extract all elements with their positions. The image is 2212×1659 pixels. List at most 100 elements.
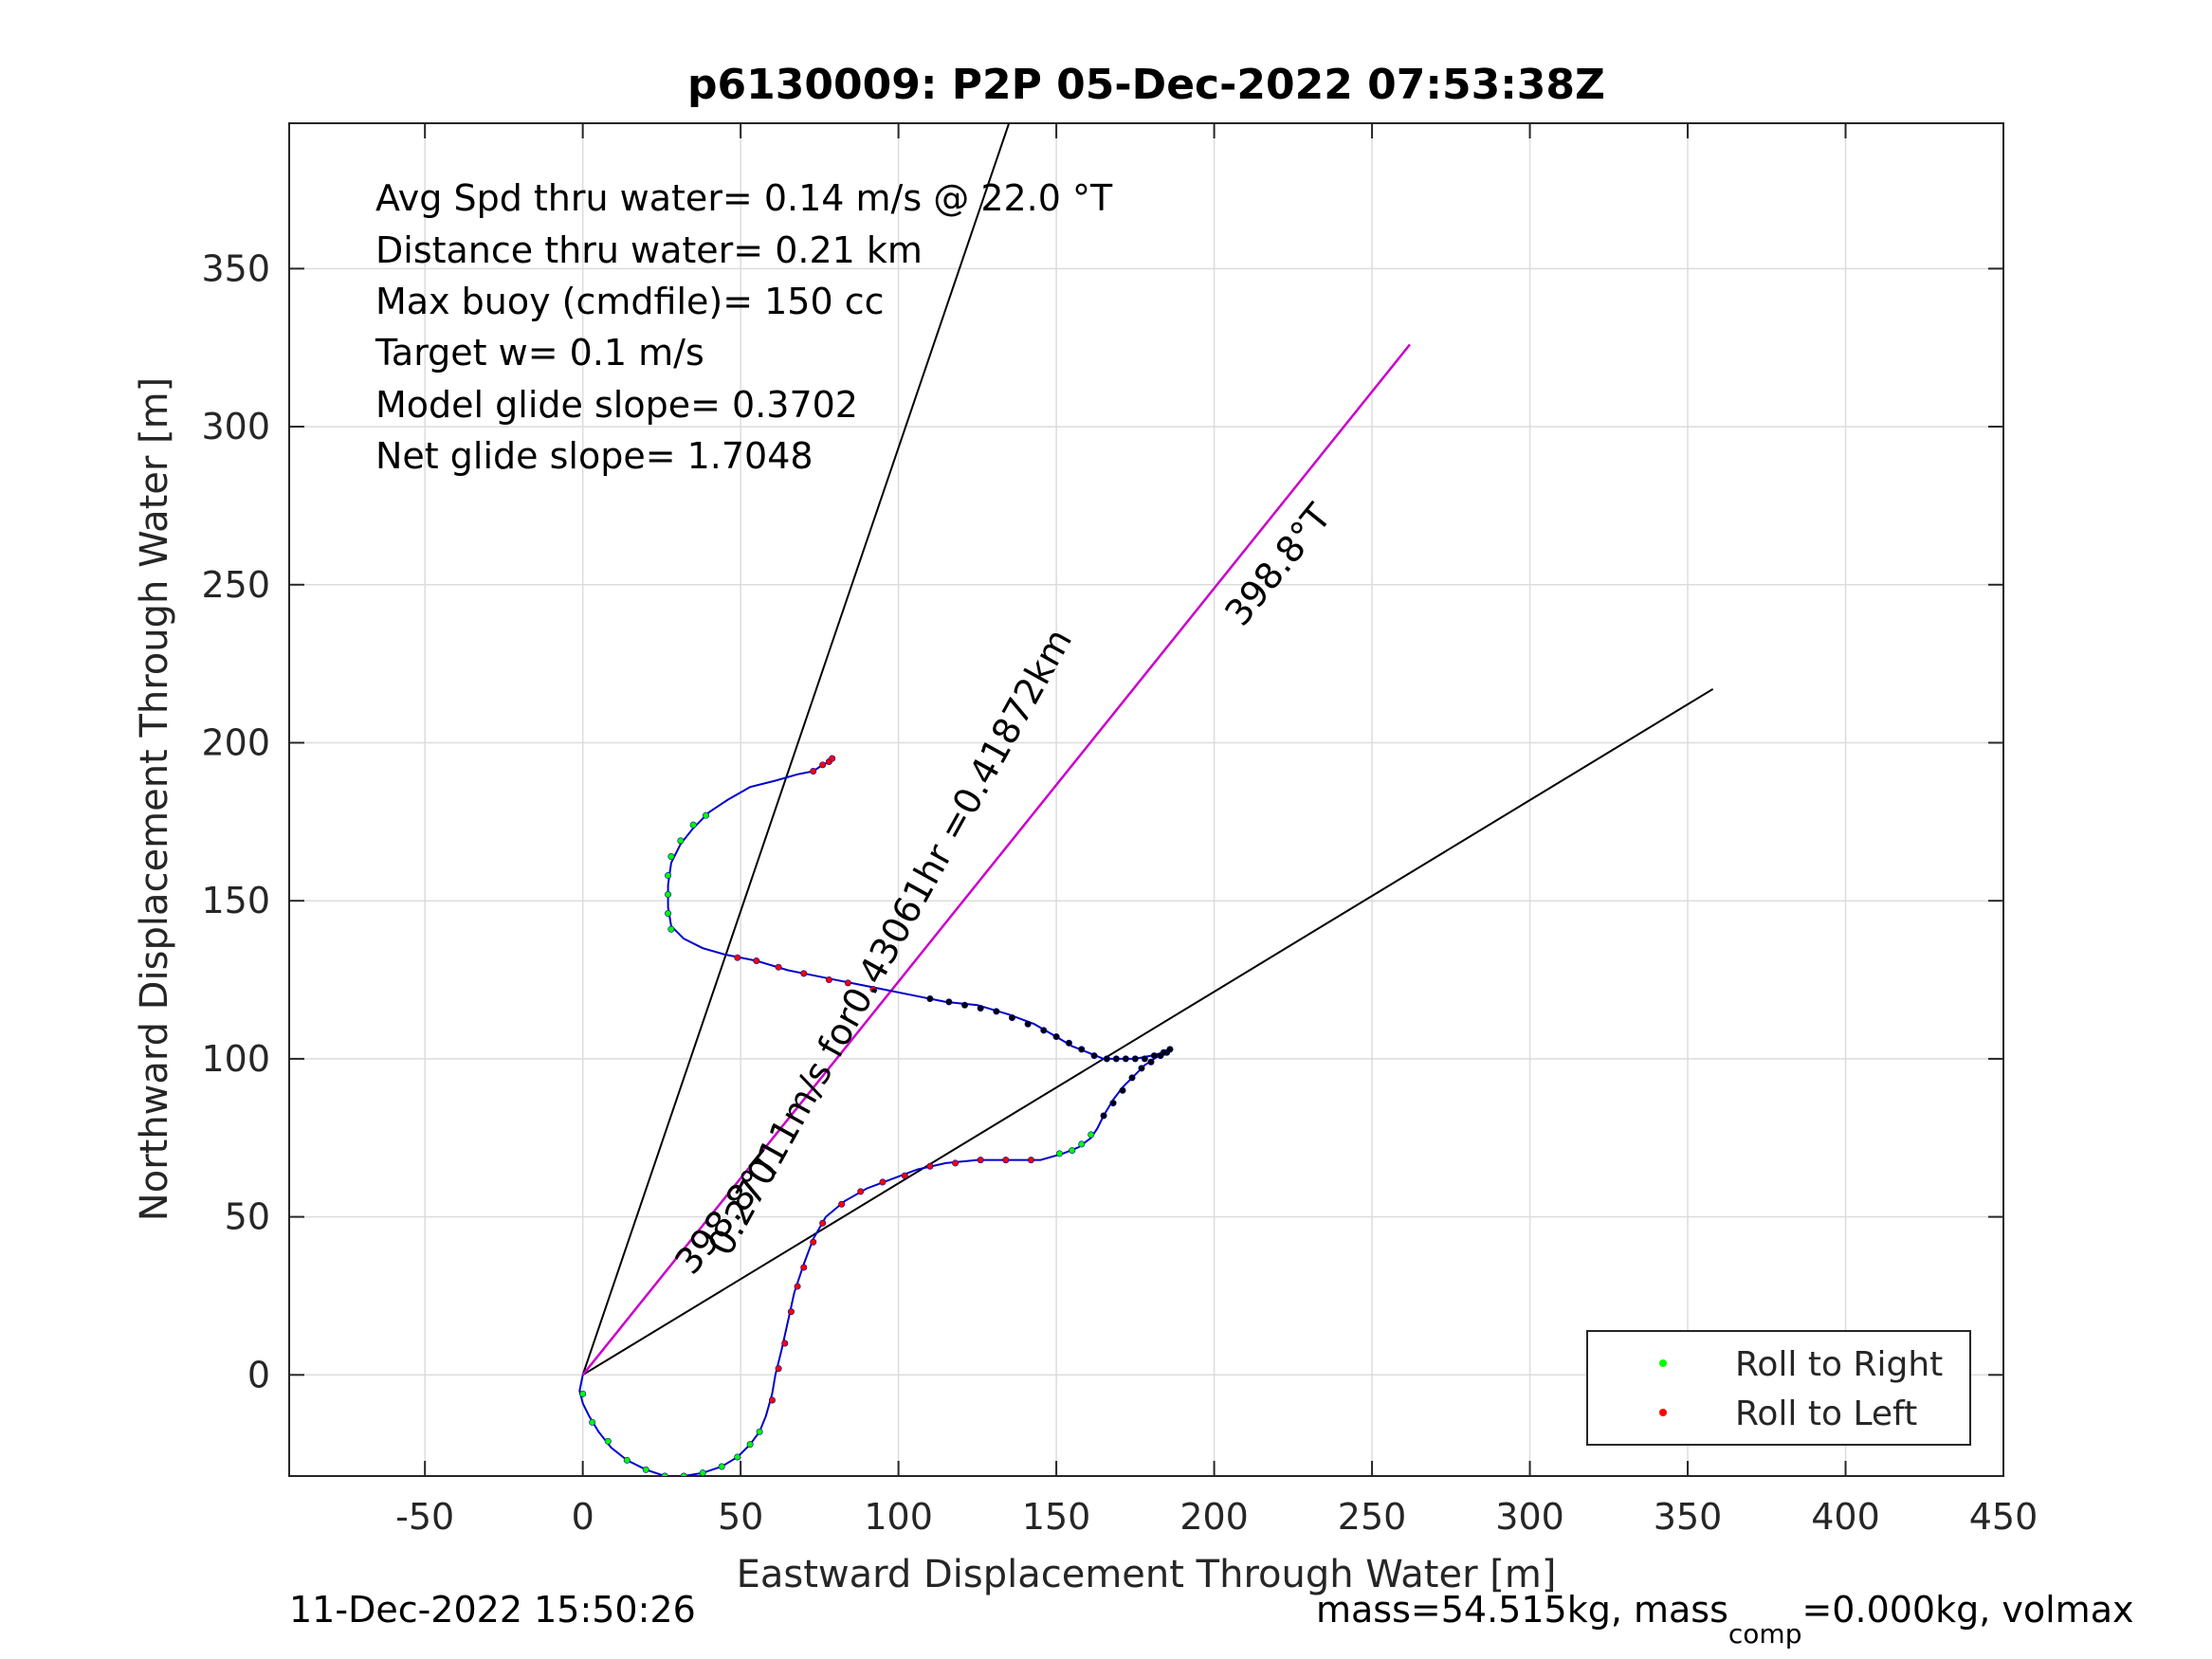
- roll-left-point: [901, 1172, 908, 1179]
- roll-right-point: [665, 891, 672, 899]
- track-point: [1109, 1100, 1117, 1107]
- x-tick-label: 0: [572, 1496, 594, 1538]
- track-point: [1008, 1014, 1015, 1022]
- roll-right-point: [1088, 1131, 1095, 1139]
- track-point: [1103, 1055, 1110, 1063]
- annotation-target-w: Target w= 0.1 m/s: [375, 332, 704, 374]
- track-point: [993, 1008, 1000, 1015]
- track-point: [1150, 1052, 1158, 1060]
- roll-right-point: [718, 1463, 725, 1470]
- roll-left-point: [869, 986, 877, 994]
- x-tick-label: 450: [1969, 1496, 2038, 1538]
- roll-left-point: [1027, 1157, 1034, 1164]
- x-tick-label: 350: [1654, 1496, 1723, 1538]
- roll-right-point: [746, 1441, 754, 1449]
- roll-left-point: [1002, 1157, 1010, 1164]
- roll-right-point: [734, 1453, 741, 1461]
- roll-right-point: [604, 1437, 612, 1445]
- track-point: [1131, 1055, 1139, 1063]
- footer-mass-prefix: mass=54.515kg, mass: [1316, 1589, 1728, 1631]
- track-point: [1078, 1046, 1086, 1053]
- roll-left-point: [781, 1340, 789, 1347]
- roll-left-point: [829, 755, 836, 762]
- y-tick-label: 100: [201, 1038, 270, 1080]
- roll-left-point: [800, 970, 808, 977]
- roll-left-point: [819, 1219, 827, 1227]
- roll-left-point: [977, 1157, 984, 1164]
- roll-left-point: [794, 1283, 801, 1290]
- y-axis-label: Northward Displacement Through Water [m]: [133, 377, 176, 1221]
- roll-right-point: [1078, 1140, 1086, 1148]
- track-point: [1138, 1065, 1145, 1072]
- roll-right-point: [699, 1469, 706, 1476]
- x-tick-label: 300: [1495, 1496, 1564, 1538]
- roll-left-point: [810, 1238, 817, 1246]
- plot-area-frame: [288, 122, 2004, 1477]
- x-tick-label: 100: [864, 1496, 933, 1538]
- roll-right-point: [665, 910, 672, 918]
- roll-right-point: [1069, 1147, 1076, 1155]
- roll-right-points: [579, 811, 1095, 1476]
- roll-right-point: [1055, 1150, 1063, 1158]
- roll-right-point: [756, 1428, 763, 1435]
- legend-marker-roll-right: [1659, 1359, 1667, 1367]
- cone-right-line: [582, 687, 1714, 1376]
- x-tick-label: -50: [395, 1496, 454, 1538]
- y-tick-label: 50: [225, 1196, 270, 1238]
- heading-line: [581, 343, 1412, 1376]
- annotation-avg-speed: Avg Spd thru water= 0.14 m/s @ 22.0 °T: [375, 177, 1113, 219]
- roll-right-point: [680, 1472, 687, 1476]
- track-point: [1112, 1055, 1120, 1063]
- track-point: [1090, 1052, 1098, 1060]
- stats-annotations: Avg Spd thru water= 0.14 m/s @ 22.0 °T D…: [375, 177, 1113, 477]
- track-point: [1040, 1027, 1048, 1034]
- x-tick-labels: -50 0 50 100 150 200 250 300 350 400 450: [395, 1496, 2038, 1538]
- roll-right-point: [579, 1390, 587, 1397]
- y-tick-label: 350: [201, 247, 270, 289]
- roll-right-point: [661, 1472, 668, 1476]
- track-point: [1147, 1058, 1155, 1066]
- roll-left-point: [810, 767, 817, 775]
- roll-right-point: [689, 821, 697, 829]
- track-point: [977, 1005, 984, 1012]
- legend: Roll to Right Roll to Left: [1586, 1330, 1971, 1446]
- chart-title: p6130009: P2P 05-Dec-2022 07:53:38Z: [687, 61, 1605, 109]
- legend-label-roll-left: Roll to Left: [1735, 1395, 1917, 1433]
- roll-left-point: [838, 1200, 846, 1208]
- track-point: [1128, 1074, 1136, 1082]
- track-point: [961, 1001, 969, 1009]
- track-point: [1122, 1055, 1129, 1063]
- roll-right-point: [642, 1466, 649, 1473]
- roll-left-points: [734, 755, 1034, 1404]
- roll-left-point: [775, 1365, 782, 1373]
- annotation-max-buoy: Max buoy (cmdfile)= 150 cc: [375, 281, 885, 322]
- roll-left-point: [800, 1264, 808, 1271]
- x-axis-label: Eastward Displacement Through Water [m]: [737, 1553, 1557, 1596]
- roll-left-point: [952, 1159, 960, 1167]
- footer-timestamp: 11-Dec-2022 15:50:26: [289, 1589, 696, 1631]
- track-point: [1100, 1112, 1107, 1120]
- roll-left-point: [825, 976, 832, 984]
- x-tick-label: 150: [1022, 1496, 1091, 1538]
- annotation-net-glide: Net glide slope= 1.7048: [375, 435, 814, 477]
- footer-mass-suffix: =0.000kg, volmax: [1801, 1589, 2133, 1631]
- roll-left-point: [857, 1188, 865, 1195]
- roll-left-point: [768, 1396, 776, 1404]
- track-point: [1024, 1020, 1032, 1028]
- track-point: [1160, 1048, 1167, 1056]
- footer-mass-info: mass=54.515kg, masscomp=0.000kg, volmax: [1316, 1589, 2133, 1650]
- roll-left-point: [753, 957, 760, 965]
- annotation-distance: Distance thru water= 0.21 km: [375, 229, 923, 271]
- y-tick-label: 0: [247, 1354, 270, 1395]
- roll-left-point: [787, 1308, 795, 1316]
- track-point: [1065, 1039, 1072, 1047]
- x-tick-label: 200: [1179, 1496, 1249, 1538]
- track-point: [1052, 1033, 1060, 1041]
- roll-left-point: [819, 761, 827, 769]
- annotation-model-glide: Model glide slope= 0.3702: [375, 384, 858, 426]
- x-tick-label: 50: [718, 1496, 763, 1538]
- legend-label-roll-right: Roll to Right: [1735, 1345, 1943, 1384]
- y-tick-labels: 0 50 100 150 200 250 300 350: [201, 247, 270, 1395]
- roll-left-point: [775, 963, 782, 971]
